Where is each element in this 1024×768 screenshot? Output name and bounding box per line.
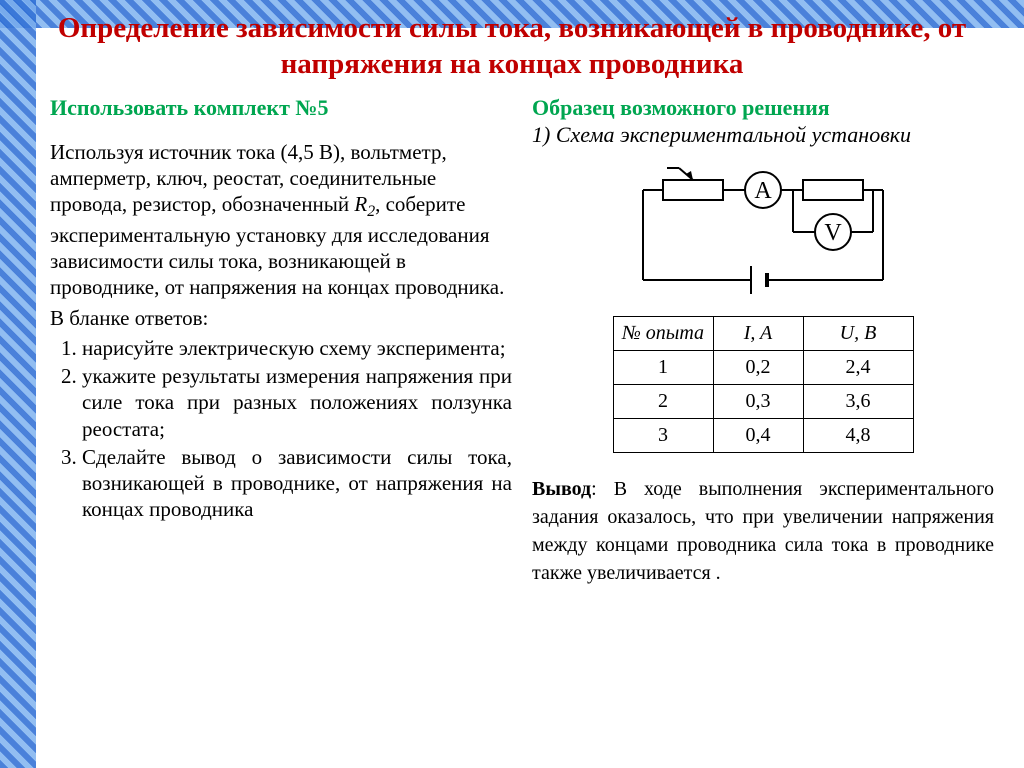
- right-column: Образец возможного решения 1) Схема эксп…: [532, 95, 994, 588]
- task-text: Используя источник тока (4,5 В), вольтме…: [50, 139, 512, 301]
- table-header: U, B: [803, 317, 913, 351]
- step-item: нарисуйте электрическую схему эксперимен…: [82, 335, 512, 361]
- kit-heading: Использовать комплект №5: [50, 95, 512, 121]
- svg-text:V: V: [824, 220, 842, 246]
- table-cell: 3: [613, 419, 713, 453]
- table-cell: 0,4: [713, 419, 803, 453]
- answers-label: В бланке ответов:: [50, 305, 512, 331]
- content-row: Использовать комплект №5 Используя источ…: [0, 83, 1024, 600]
- table-header: № опыта: [613, 317, 713, 351]
- steps-list: нарисуйте электрическую схему эксперимен…: [50, 335, 512, 523]
- table-cell: 4,8: [803, 419, 913, 453]
- table-cell: 2: [613, 385, 713, 419]
- task-r-sub: 2: [367, 203, 375, 220]
- data-table: № опыта I, A U, B 1 0,2 2,4 2 0,3 3,6 3 …: [613, 316, 914, 453]
- conclusion-text: : В ходе выполнения экспериментального з…: [532, 478, 994, 584]
- left-column: Использовать комплект №5 Используя источ…: [50, 95, 512, 588]
- table-row: 1 0,2 2,4: [613, 351, 913, 385]
- page-title: Определение зависимости силы тока, возни…: [0, 0, 1024, 83]
- step-item: Сделайте вывод о зависимости силы тока, …: [82, 444, 512, 523]
- svg-text:A: A: [754, 178, 772, 204]
- sample-subheading: 1) Схема экспериментальной установки: [532, 121, 994, 149]
- table-cell: 1: [613, 351, 713, 385]
- table-row: 2 0,3 3,6: [613, 385, 913, 419]
- circuit-diagram: AV: [623, 160, 903, 300]
- table-header-row: № опыта I, A U, B: [613, 317, 913, 351]
- table-cell: 3,6: [803, 385, 913, 419]
- table-header: I, A: [713, 317, 803, 351]
- step-item: укажите результаты измерения напряжения …: [82, 363, 512, 442]
- table-cell: 0,3: [713, 385, 803, 419]
- table-cell: 2,4: [803, 351, 913, 385]
- table-cell: 0,2: [713, 351, 803, 385]
- table-row: 3 0,4 4,8: [613, 419, 913, 453]
- task-r: R: [354, 192, 367, 216]
- conclusion: Вывод: В ходе выполнения экспериментальн…: [532, 475, 994, 587]
- sample-heading: Образец возможного решения: [532, 95, 994, 121]
- conclusion-label: Вывод: [532, 478, 591, 500]
